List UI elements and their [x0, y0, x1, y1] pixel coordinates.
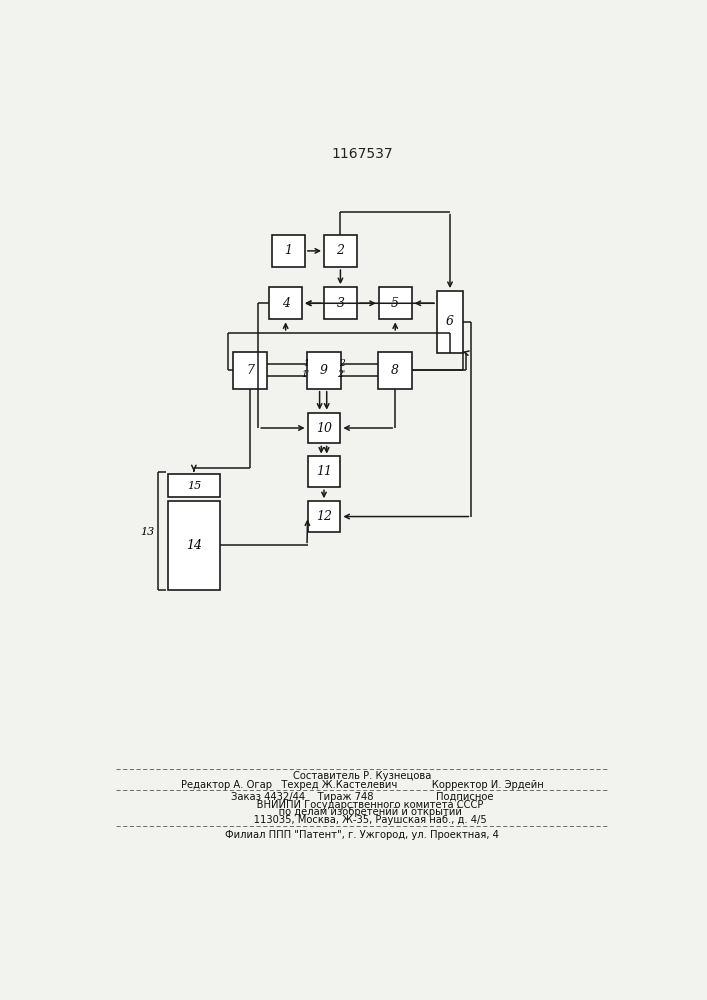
Bar	[324, 235, 357, 267]
Text: 2: 2	[337, 244, 344, 257]
Text: 8: 8	[391, 364, 399, 377]
Bar	[168, 474, 220, 497]
Bar	[272, 235, 305, 267]
Text: 2': 2'	[337, 370, 346, 379]
Bar	[269, 287, 302, 319]
Text: 12: 12	[316, 510, 332, 523]
Text: 14: 14	[186, 539, 202, 552]
Text: 10: 10	[316, 422, 332, 434]
Text: Редактор А. Огар   Техред Ж.Кастелевич           Корректор И. Эрдейн: Редактор А. Огар Техред Ж.Кастелевич Кор…	[181, 780, 544, 790]
Text: Филиал ППП "Патент", г. Ужгород, ул. Проектная, 4: Филиал ППП "Патент", г. Ужгород, ул. Про…	[226, 830, 499, 840]
Text: 4: 4	[281, 297, 290, 310]
Text: 1': 1'	[302, 370, 310, 379]
Text: 113035, Москва, Ж-35, Раушская наб., д. 4/5: 113035, Москва, Ж-35, Раушская наб., д. …	[238, 815, 486, 825]
Text: 1: 1	[284, 244, 293, 257]
Bar	[307, 352, 341, 389]
Text: ВНИИПИ Государственного комитета СССР: ВНИИПИ Государственного комитета СССР	[241, 800, 484, 810]
Text: Составитель Р. Кузнецова: Составитель Р. Кузнецова	[293, 771, 431, 781]
Text: по делам изобретений и открытий: по делам изобретений и открытий	[263, 807, 462, 817]
Bar	[308, 456, 341, 487]
Bar	[168, 501, 220, 590]
Text: 3: 3	[337, 297, 344, 310]
Bar	[308, 413, 341, 443]
Text: 1167537: 1167537	[332, 147, 393, 161]
Bar	[437, 291, 463, 353]
Text: 6: 6	[446, 315, 454, 328]
Text: 7: 7	[246, 364, 254, 377]
Bar	[379, 287, 411, 319]
Text: 11: 11	[316, 465, 332, 478]
Text: 9: 9	[320, 364, 328, 377]
Bar	[308, 501, 341, 532]
Text: 1: 1	[303, 359, 309, 368]
Text: 5: 5	[391, 297, 399, 310]
Text: 15: 15	[187, 481, 201, 491]
Text: 2: 2	[339, 359, 344, 368]
Text: Заказ 4432/44    Тираж 748                    Подписное: Заказ 4432/44 Тираж 748 Подписное	[231, 792, 493, 802]
Bar	[324, 287, 357, 319]
Text: 13: 13	[141, 527, 155, 537]
Bar	[378, 352, 412, 389]
Bar	[233, 352, 267, 389]
